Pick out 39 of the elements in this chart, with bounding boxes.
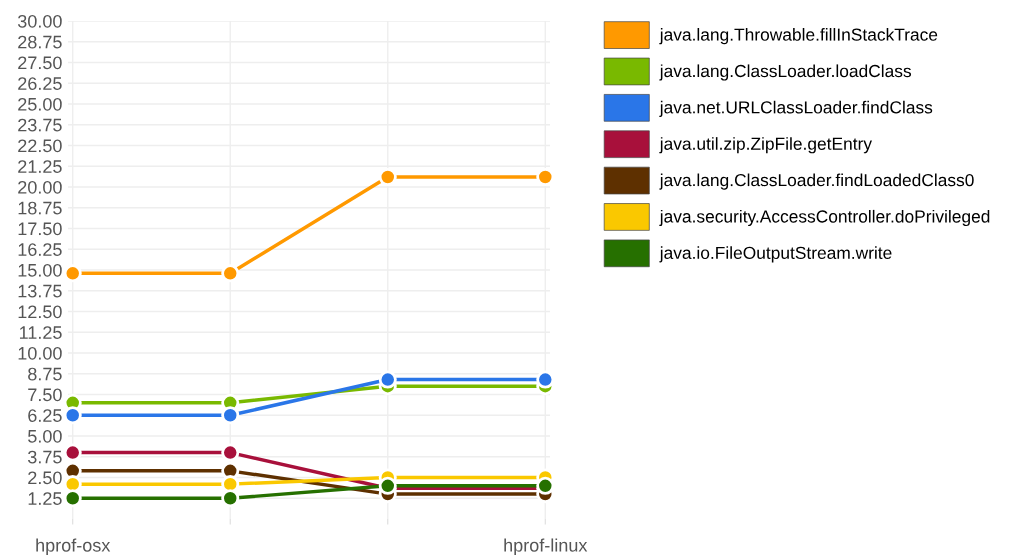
y-tick-label: 5.00 xyxy=(28,429,62,443)
legend-label: java.io.FileOutputStream.write xyxy=(659,246,892,263)
y-tick-label: 16.25 xyxy=(18,243,62,256)
legend-label: java.lang.ClassLoader.findLoadedClass0 xyxy=(659,173,974,190)
y-tick-label: 12.50 xyxy=(18,305,62,319)
y-tick-label: 26.25 xyxy=(18,77,62,90)
y-tick-label: 1.25 xyxy=(28,492,62,505)
x-tick-label: hprof-osx xyxy=(36,538,111,555)
point xyxy=(221,489,240,508)
y-tick-label: 15.00 xyxy=(18,263,62,277)
y-tick-label: 8.75 xyxy=(28,367,62,381)
y-tick-label: 21.25 xyxy=(18,160,62,173)
y-tick-label: 27.50 xyxy=(18,56,62,70)
y-tick-label: 18.75 xyxy=(18,201,62,215)
y-tick-label: 20.00 xyxy=(18,180,62,194)
y-tick-label: 28.75 xyxy=(18,35,62,49)
y-tick-label: 11.25 xyxy=(19,326,62,339)
y-tick-label: 30.00 xyxy=(17,14,62,28)
point xyxy=(221,264,240,283)
legend-label: java.security.AccessController.doPrivileged xyxy=(659,209,990,227)
y-tick-label: 3.75 xyxy=(28,450,62,464)
point xyxy=(221,406,240,425)
legend-label: java.lang.Throwable.fillInStackTrace xyxy=(659,28,938,45)
y-tick-label: 17.50 xyxy=(18,222,62,236)
legend-label: java.util.zip.ZipFile.getEntry xyxy=(659,137,872,154)
point xyxy=(378,370,397,389)
point xyxy=(378,168,397,187)
y-tick-label: 6.25 xyxy=(28,409,62,422)
x-tick-label: hprof-linux xyxy=(504,538,588,555)
y-tick-label: 23.75 xyxy=(18,118,62,132)
legend-label: java.net.URLClassLoader.findClass xyxy=(659,100,933,117)
y-tick-label: 10.00 xyxy=(18,346,62,360)
y-tick-label: 22.50 xyxy=(18,139,62,153)
point xyxy=(221,443,240,462)
y-tick-label: 13.75 xyxy=(18,284,62,298)
y-tick-label: 2.50 xyxy=(28,471,62,485)
y-tick-label: 25.00 xyxy=(18,97,62,111)
y-tick-label: 7.50 xyxy=(28,388,62,402)
legend-label: java.lang.ClassLoader.loadClass xyxy=(659,64,912,81)
